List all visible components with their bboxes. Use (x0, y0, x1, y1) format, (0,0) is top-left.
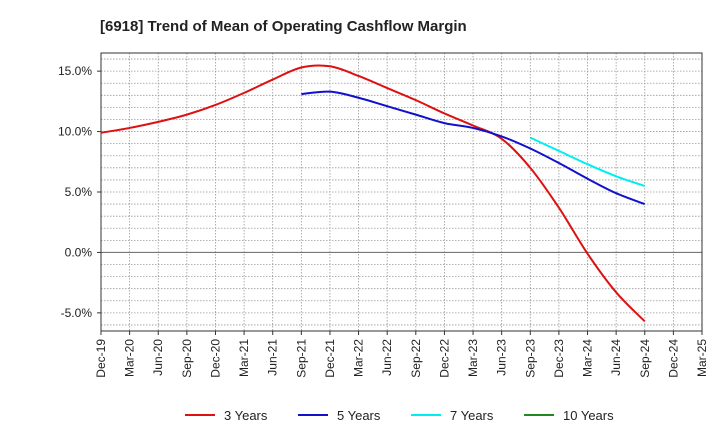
x-tick-label: Dec-20 (208, 339, 222, 378)
x-tick-label: Dec-23 (552, 339, 566, 378)
x-tick-label: Dec-19 (94, 339, 108, 378)
x-tick-label: Mar-23 (466, 339, 480, 377)
grid (100, 53, 703, 331)
x-tick-label: Sep-21 (294, 339, 308, 378)
x-tick-label: Jun-21 (266, 339, 280, 376)
y-tick-label: 10.0% (58, 125, 92, 139)
legend-label: 7 Years (450, 408, 494, 423)
x-tick-label: Mar-22 (352, 339, 366, 377)
series-line-7-years (529, 136, 646, 187)
x-tick-label: Sep-24 (638, 339, 652, 378)
legend-label: 3 Years (224, 408, 268, 423)
x-tick-label: Jun-20 (151, 339, 165, 376)
legend-item: 3 Years (185, 408, 268, 423)
x-tick-label: Sep-20 (180, 339, 194, 378)
x-tick-label: Mar-21 (237, 339, 251, 377)
x-tick-label: Dec-22 (437, 339, 451, 378)
x-tick-label: Mar-24 (581, 339, 595, 377)
axes (97, 52, 703, 335)
x-tick-label: Sep-22 (409, 339, 423, 378)
legend-item: 5 Years (298, 408, 381, 423)
legend: 3 Years 5 Years 7 Years 10 Years (185, 408, 614, 423)
x-tick-label: Jun-24 (609, 339, 623, 376)
chart-title: [6918] Trend of Mean of Operating Cashfl… (100, 18, 467, 35)
y-tick-label: 0.0% (65, 245, 93, 259)
x-tick-label: Mar-20 (123, 339, 137, 377)
y-tick-label: 15.0% (58, 64, 92, 78)
series-line-3-years (100, 64, 646, 323)
y-tick-label: 5.0% (65, 185, 93, 199)
legend-item: 10 Years (524, 408, 614, 423)
y-tick-labels: 15.0% 10.0% 5.0% 0.0% -5.0% (58, 64, 92, 320)
series-line-5-years (301, 90, 646, 206)
series-lines (100, 64, 646, 323)
x-tick-label: Dec-21 (323, 339, 337, 378)
x-tick-label: Jun-23 (495, 339, 509, 376)
legend-item: 7 Years (411, 408, 494, 423)
x-tick-label: Jun-22 (380, 339, 394, 376)
legend-label: 10 Years (563, 408, 614, 423)
legend-label: 5 Years (337, 408, 381, 423)
x-tick-label: Sep-23 (523, 339, 537, 378)
x-tick-label: Dec-24 (666, 339, 680, 378)
y-tick-label: -5.0% (61, 306, 93, 320)
x-tick-label: Mar-25 (695, 339, 709, 377)
x-tick-labels: Dec-19 Mar-20 Jun-20 Sep-20 Dec-20 Mar-21 Jun-… (94, 339, 709, 378)
